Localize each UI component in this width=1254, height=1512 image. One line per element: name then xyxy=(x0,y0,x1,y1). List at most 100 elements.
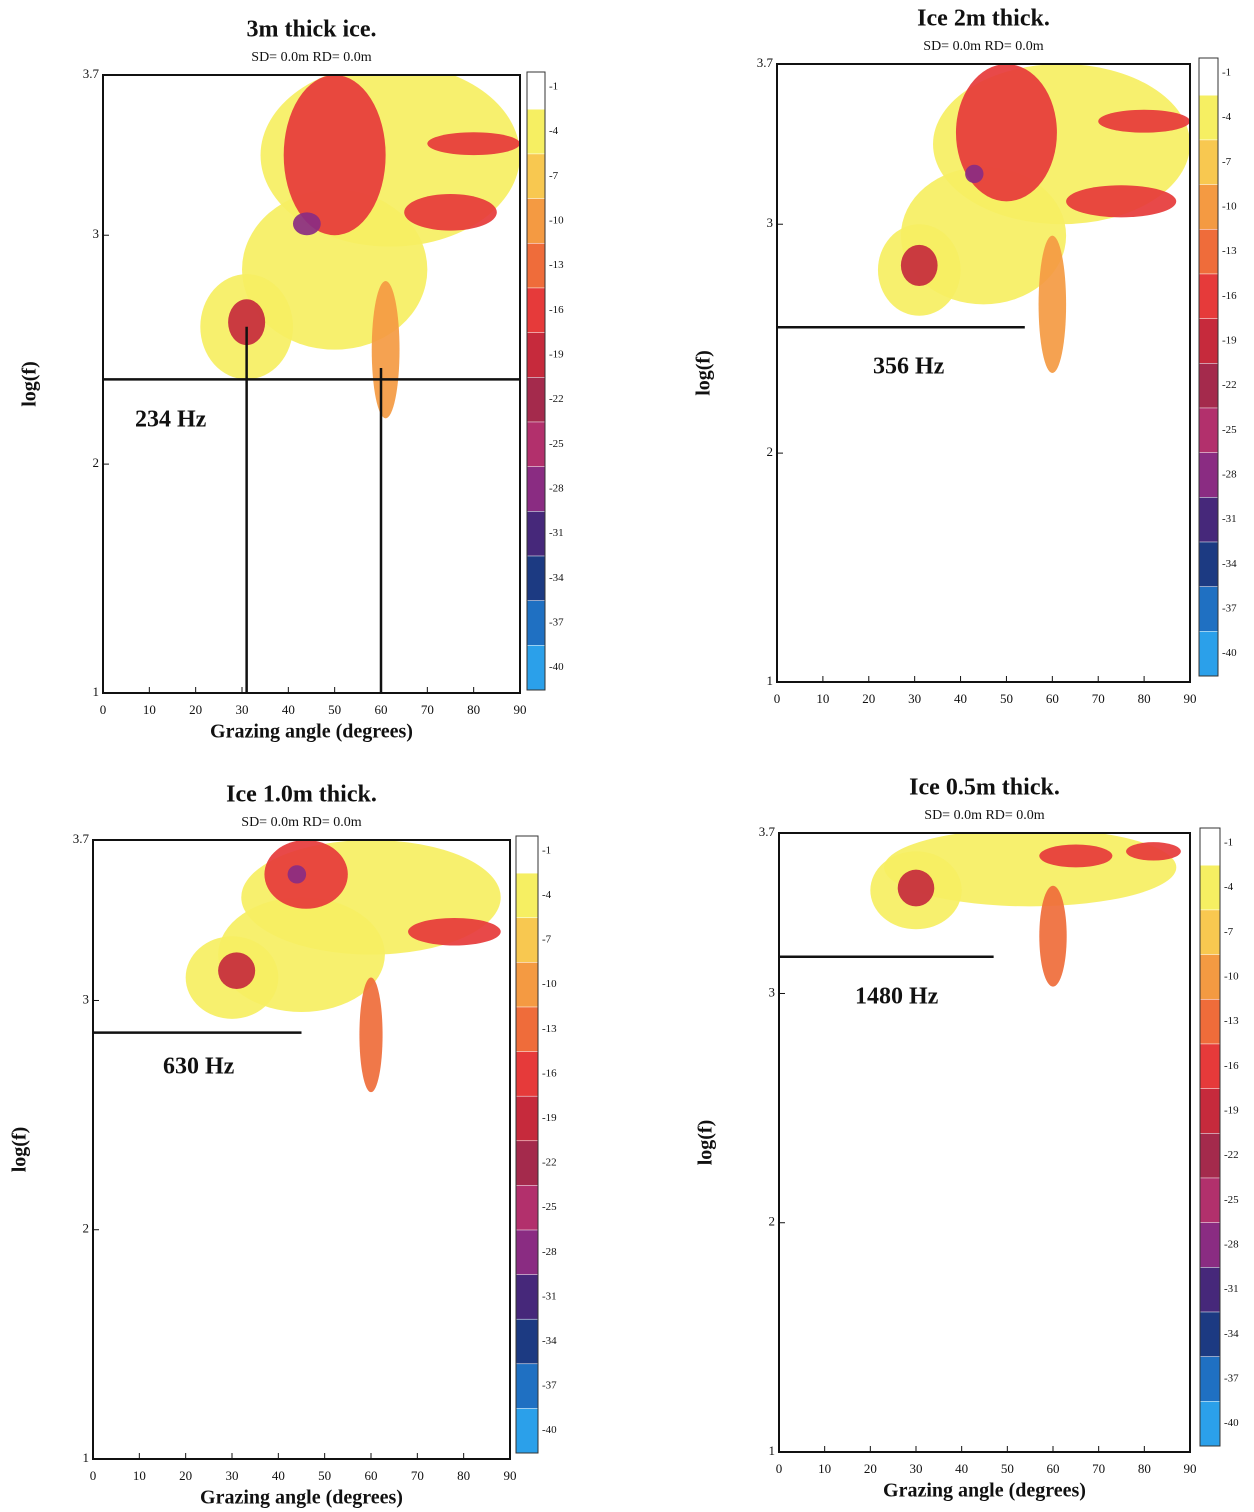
colorbar-band xyxy=(516,918,538,963)
colorbar-tick-label: -7 xyxy=(1224,926,1234,938)
panel: Ice 2m thick. SD= 0.0m RD= 0.0m 0 10 20 30 40 5… xyxy=(693,6,1238,706)
x-tick-label: 60 xyxy=(365,1468,378,1483)
x-tick-label: 50 xyxy=(1000,691,1013,706)
colorbar-band xyxy=(1199,274,1218,319)
plot-frame xyxy=(776,63,1191,683)
frequency-label: 234 Hz xyxy=(135,407,207,433)
chart-subtitle: SD= 0.0m RD= 0.0m xyxy=(924,808,1045,823)
heat-region xyxy=(427,132,520,156)
y-tick-label: 1 xyxy=(769,1443,776,1458)
y-tick-label: 3 xyxy=(767,215,774,230)
x-tick-label: 50 xyxy=(328,702,341,717)
x-tick-label: 10 xyxy=(143,702,156,717)
x-tick-label: 20 xyxy=(179,1468,192,1483)
colorbar-band xyxy=(1200,999,1220,1044)
frequency-label: 1480 Hz xyxy=(855,984,939,1010)
colorbar-frame xyxy=(526,71,546,691)
chart-title: Ice 1.0m thick. xyxy=(226,782,377,808)
colorbar-band xyxy=(1199,184,1218,229)
x-tick-label: 80 xyxy=(1138,691,1151,706)
y-tick-label: 3.7 xyxy=(757,55,774,70)
x-tick-label: 30 xyxy=(908,691,921,706)
colorbar-tick-label: -13 xyxy=(1224,1015,1239,1027)
colorbar-band xyxy=(1200,910,1220,955)
colorbar-tick-label: -10 xyxy=(549,214,564,226)
heatmap-field xyxy=(870,833,1181,987)
heat-region xyxy=(404,194,497,231)
panel: Ice 0.5m thick. SD= 0.0m RD= 0.0m 0 10 20 30 4… xyxy=(695,775,1240,1502)
colorbar-band xyxy=(1200,865,1220,910)
y-tick-label: 3 xyxy=(769,984,776,999)
colorbar-band xyxy=(527,645,545,690)
heat-region xyxy=(897,869,935,907)
colorbar-tick-label: -19 xyxy=(542,1112,557,1124)
heat-region xyxy=(955,64,1057,202)
colorbar-tick-label: -37 xyxy=(549,617,564,629)
colorbar-tick-label: -10 xyxy=(1224,970,1239,982)
colorbar-tick-label: -1 xyxy=(542,844,551,856)
colorbar-band xyxy=(516,1274,538,1319)
colorbar-band xyxy=(1199,140,1218,185)
frequency-label: 630 Hz xyxy=(163,1054,235,1080)
colorbar-band xyxy=(1199,95,1218,140)
x-tick-label: 0 xyxy=(90,1468,97,1483)
colorbar-tick-label: -13 xyxy=(542,1023,557,1035)
colorbar-tick-label: -1 xyxy=(1222,66,1231,78)
colorbar-tick-label: -25 xyxy=(542,1201,557,1213)
colorbar-band xyxy=(1200,1222,1220,1268)
colorbar-tick-label: -34 xyxy=(549,572,564,584)
heat-region xyxy=(218,952,256,990)
colorbar-band xyxy=(516,1096,538,1141)
colorbar-tick-label: -16 xyxy=(1222,290,1237,302)
x-tick-label: 20 xyxy=(189,702,202,717)
colorbar-band xyxy=(516,1141,538,1186)
colorbar-band xyxy=(1199,586,1218,632)
colorbar-band xyxy=(527,422,545,467)
chart-title: Ice 2m thick. xyxy=(917,6,1050,32)
colorbar-tick-label: -1 xyxy=(1224,836,1233,848)
heat-region xyxy=(1126,842,1181,861)
x-tick-label: 20 xyxy=(862,691,875,706)
x-tick-label: 80 xyxy=(1138,1461,1151,1476)
colorbar-band xyxy=(1200,1088,1220,1134)
y-tick-label: 3.7 xyxy=(759,824,776,839)
heat-region xyxy=(1039,844,1113,868)
colorbar-band xyxy=(516,1051,538,1096)
x-tick-label: 60 xyxy=(1046,691,1059,706)
colorbar-band xyxy=(1200,1356,1220,1402)
colorbar-tick-label: -40 xyxy=(542,1424,557,1436)
colorbar-tick-label: -37 xyxy=(1224,1373,1239,1385)
plot-frame xyxy=(92,839,511,1460)
x-axis-label: Grazing angle (degrees) xyxy=(883,1480,1086,1502)
x-tick-label: 0 xyxy=(774,691,781,706)
chart-title: 3m thick ice. xyxy=(247,17,377,43)
y-tick-label: 3.7 xyxy=(73,831,90,846)
x-tick-label: 40 xyxy=(282,702,295,717)
x-tick-label: 50 xyxy=(318,1468,331,1483)
colorbar-band xyxy=(527,154,545,199)
y-tick-label: 2 xyxy=(767,444,774,459)
x-tick-label: 70 xyxy=(411,1468,424,1483)
colorbar-band xyxy=(516,1007,538,1052)
colorbar-band xyxy=(1199,497,1218,542)
x-tick-label: 40 xyxy=(955,1461,968,1476)
heat-region xyxy=(371,281,400,419)
colorbar-tick-label: -25 xyxy=(1222,424,1237,436)
colorbar-tick-label: -13 xyxy=(1222,245,1237,257)
y-tick-label: 2 xyxy=(769,1214,776,1229)
x-tick-label: 70 xyxy=(421,702,434,717)
colorbar-frame xyxy=(1199,827,1221,1447)
y-axis-label: log(f) xyxy=(695,1120,717,1166)
colorbar-tick-label: -19 xyxy=(1224,1104,1239,1116)
colorbar-band xyxy=(1199,408,1218,453)
colorbar-tick-label: -4 xyxy=(1222,111,1232,123)
colorbar-band xyxy=(527,243,545,288)
heat-region xyxy=(1038,235,1067,373)
colorbar-band xyxy=(527,198,545,243)
x-tick-label: 40 xyxy=(272,1468,285,1483)
colorbar-band xyxy=(1199,50,1218,95)
colorbar-tick-label: -10 xyxy=(542,978,557,990)
colorbar-tick-label: -22 xyxy=(542,1157,557,1169)
colorbar-tick-label: -40 xyxy=(1222,647,1237,659)
